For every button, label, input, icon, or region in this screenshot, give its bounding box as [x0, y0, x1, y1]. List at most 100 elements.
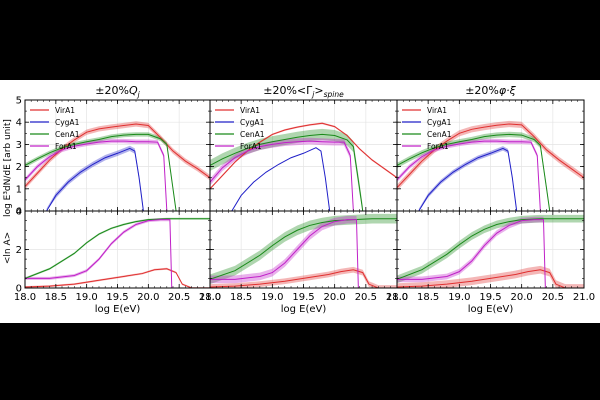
panel-title-part: spine	[324, 90, 345, 99]
band-ForA1	[25, 138, 167, 211]
legend: VirA1 CygA1 CenA1 ForA1	[30, 106, 80, 151]
legend-label-ForA1: ForA1	[427, 142, 449, 151]
series-line-CenA1	[25, 218, 210, 279]
series-line-CenA1	[397, 218, 584, 280]
series-line-CygA1	[418, 147, 518, 212]
chart-svg: log E³dN/dE [arb unit] <ln A> ±20%Qj0123…	[3, 84, 595, 315]
y-tick-label: 2	[16, 162, 22, 173]
series-line-CenA1	[25, 133, 177, 212]
series-line-VirA1	[25, 123, 210, 187]
x-tick-label: 18.5	[417, 292, 439, 303]
panel-title-part: φ·ξ	[499, 84, 517, 97]
band-ForA1	[397, 138, 541, 211]
panel-title-part: j	[137, 90, 141, 99]
series-group	[397, 120, 584, 212]
series-group	[25, 121, 210, 212]
panel-title-part: ±20%	[95, 84, 129, 97]
series-line-CenA1	[210, 133, 364, 212]
band-ForA1	[210, 215, 359, 288]
legend-label-CenA1: CenA1	[55, 130, 80, 139]
series-line-ForA1	[210, 140, 354, 212]
series-line-ForA1	[25, 219, 173, 288]
x-tick-label: 19.5	[106, 292, 128, 303]
x-tick-label: 20.0	[324, 292, 346, 303]
x-tick-label: 18.5	[45, 292, 67, 303]
series-line-VirA1	[210, 269, 397, 288]
legend: VirA1 CygA1 CenA1 ForA1	[215, 106, 265, 151]
y-tick-label: 0	[16, 284, 22, 295]
x-tick-label: 20.5	[542, 292, 564, 303]
series-line-VirA1	[25, 268, 210, 288]
series-group	[210, 213, 397, 288]
panel-title-part: Q	[129, 84, 138, 97]
x-tick-label: 20.5	[355, 292, 377, 303]
panel-title-part: ±20%	[465, 84, 499, 97]
x-tick-label: 21.0	[573, 292, 595, 303]
y-tick-label: 1	[16, 184, 22, 195]
series-line-ForA1	[210, 219, 359, 288]
band-ForA1	[397, 216, 546, 288]
panel-title-part: >	[314, 84, 323, 97]
series-group	[25, 217, 210, 288]
y-tick-label: 4	[16, 207, 22, 218]
legend-label-CygA1: CygA1	[55, 118, 80, 127]
legend-label-ForA1: ForA1	[240, 142, 262, 151]
x-tick-label: 19.0	[261, 292, 283, 303]
legend-label-CenA1: CenA1	[427, 130, 452, 139]
legend-label-CygA1: CygA1	[240, 118, 265, 127]
band-CenA1	[210, 128, 363, 211]
series-line-CygA1	[231, 147, 331, 212]
band-ForA1	[210, 137, 354, 211]
series-line-VirA1	[397, 123, 584, 189]
band-VirA1	[397, 265, 584, 288]
legend-label-CygA1: CygA1	[427, 118, 452, 127]
y-tick-label: 5	[16, 96, 22, 107]
band-CenA1	[25, 132, 177, 211]
panel-title-3: ±20%φ·ξ	[465, 84, 516, 97]
x-tick-label: 19.0	[448, 292, 470, 303]
figure: log E³dN/dE [arb unit] <ln A> ±20%Qj 0 1 2 3…	[0, 80, 600, 323]
x-tick-label: 18.0	[386, 292, 408, 303]
series-line-VirA1	[397, 269, 584, 288]
band-VirA1	[210, 266, 397, 288]
band-ForA1	[25, 218, 172, 288]
panel-title-2: ±20%<Γj>spine	[263, 84, 344, 99]
x-axis-label: log E(eV)	[95, 304, 141, 315]
legend-label-CenA1: CenA1	[240, 130, 265, 139]
x-tick-label: 21.0	[386, 292, 408, 303]
y-tick-label: 0	[16, 207, 22, 218]
y-tick-label: 2	[16, 245, 22, 256]
y-tick-label: 3	[16, 140, 22, 151]
x-tick-label: 19.5	[292, 292, 314, 303]
series-line-ForA1	[397, 140, 541, 212]
legend-label-VirA1: VirA1	[427, 106, 447, 115]
legend-label-ForA1: ForA1	[55, 142, 77, 151]
x-axis-label: log E(eV)	[468, 304, 514, 315]
band-VirA1	[397, 120, 584, 191]
panel-title-part: ±20%<Γ	[263, 84, 313, 97]
band-CygA1	[418, 146, 517, 211]
legend-label-VirA1: VirA1	[55, 106, 75, 115]
band-CygA1	[46, 145, 144, 211]
x-tick-label: 20.0	[137, 292, 159, 303]
y-axis-label-bottom: <ln A>	[3, 232, 13, 264]
x-tick-label: 18.0	[14, 292, 36, 303]
legend-label-VirA1: VirA1	[240, 106, 260, 115]
y-axis-label-top: log E³dN/dE [arb unit]	[3, 119, 13, 217]
legend: VirA1 CygA1 CenA1 ForA1	[402, 106, 452, 151]
x-tick-label: 20.5	[168, 292, 190, 303]
series-line-VirA1	[210, 122, 397, 190]
panel-title-1: ±20%Qj	[95, 84, 140, 99]
series-line-ForA1	[25, 140, 168, 212]
x-tick-label: 19.0	[76, 292, 98, 303]
band-CenA1	[397, 214, 584, 284]
series-line-CenA1	[397, 133, 551, 212]
x-tick-label: 18.5	[230, 292, 252, 303]
series-group	[210, 122, 397, 212]
x-tick-label: 19.5	[479, 292, 501, 303]
x-axis-label: log E(eV)	[281, 304, 327, 315]
series-line-CygA1	[46, 147, 144, 212]
panel-title-part: j	[311, 90, 315, 99]
x-tick-label: 18.0	[199, 292, 221, 303]
x-tick-label: 20.0	[511, 292, 533, 303]
